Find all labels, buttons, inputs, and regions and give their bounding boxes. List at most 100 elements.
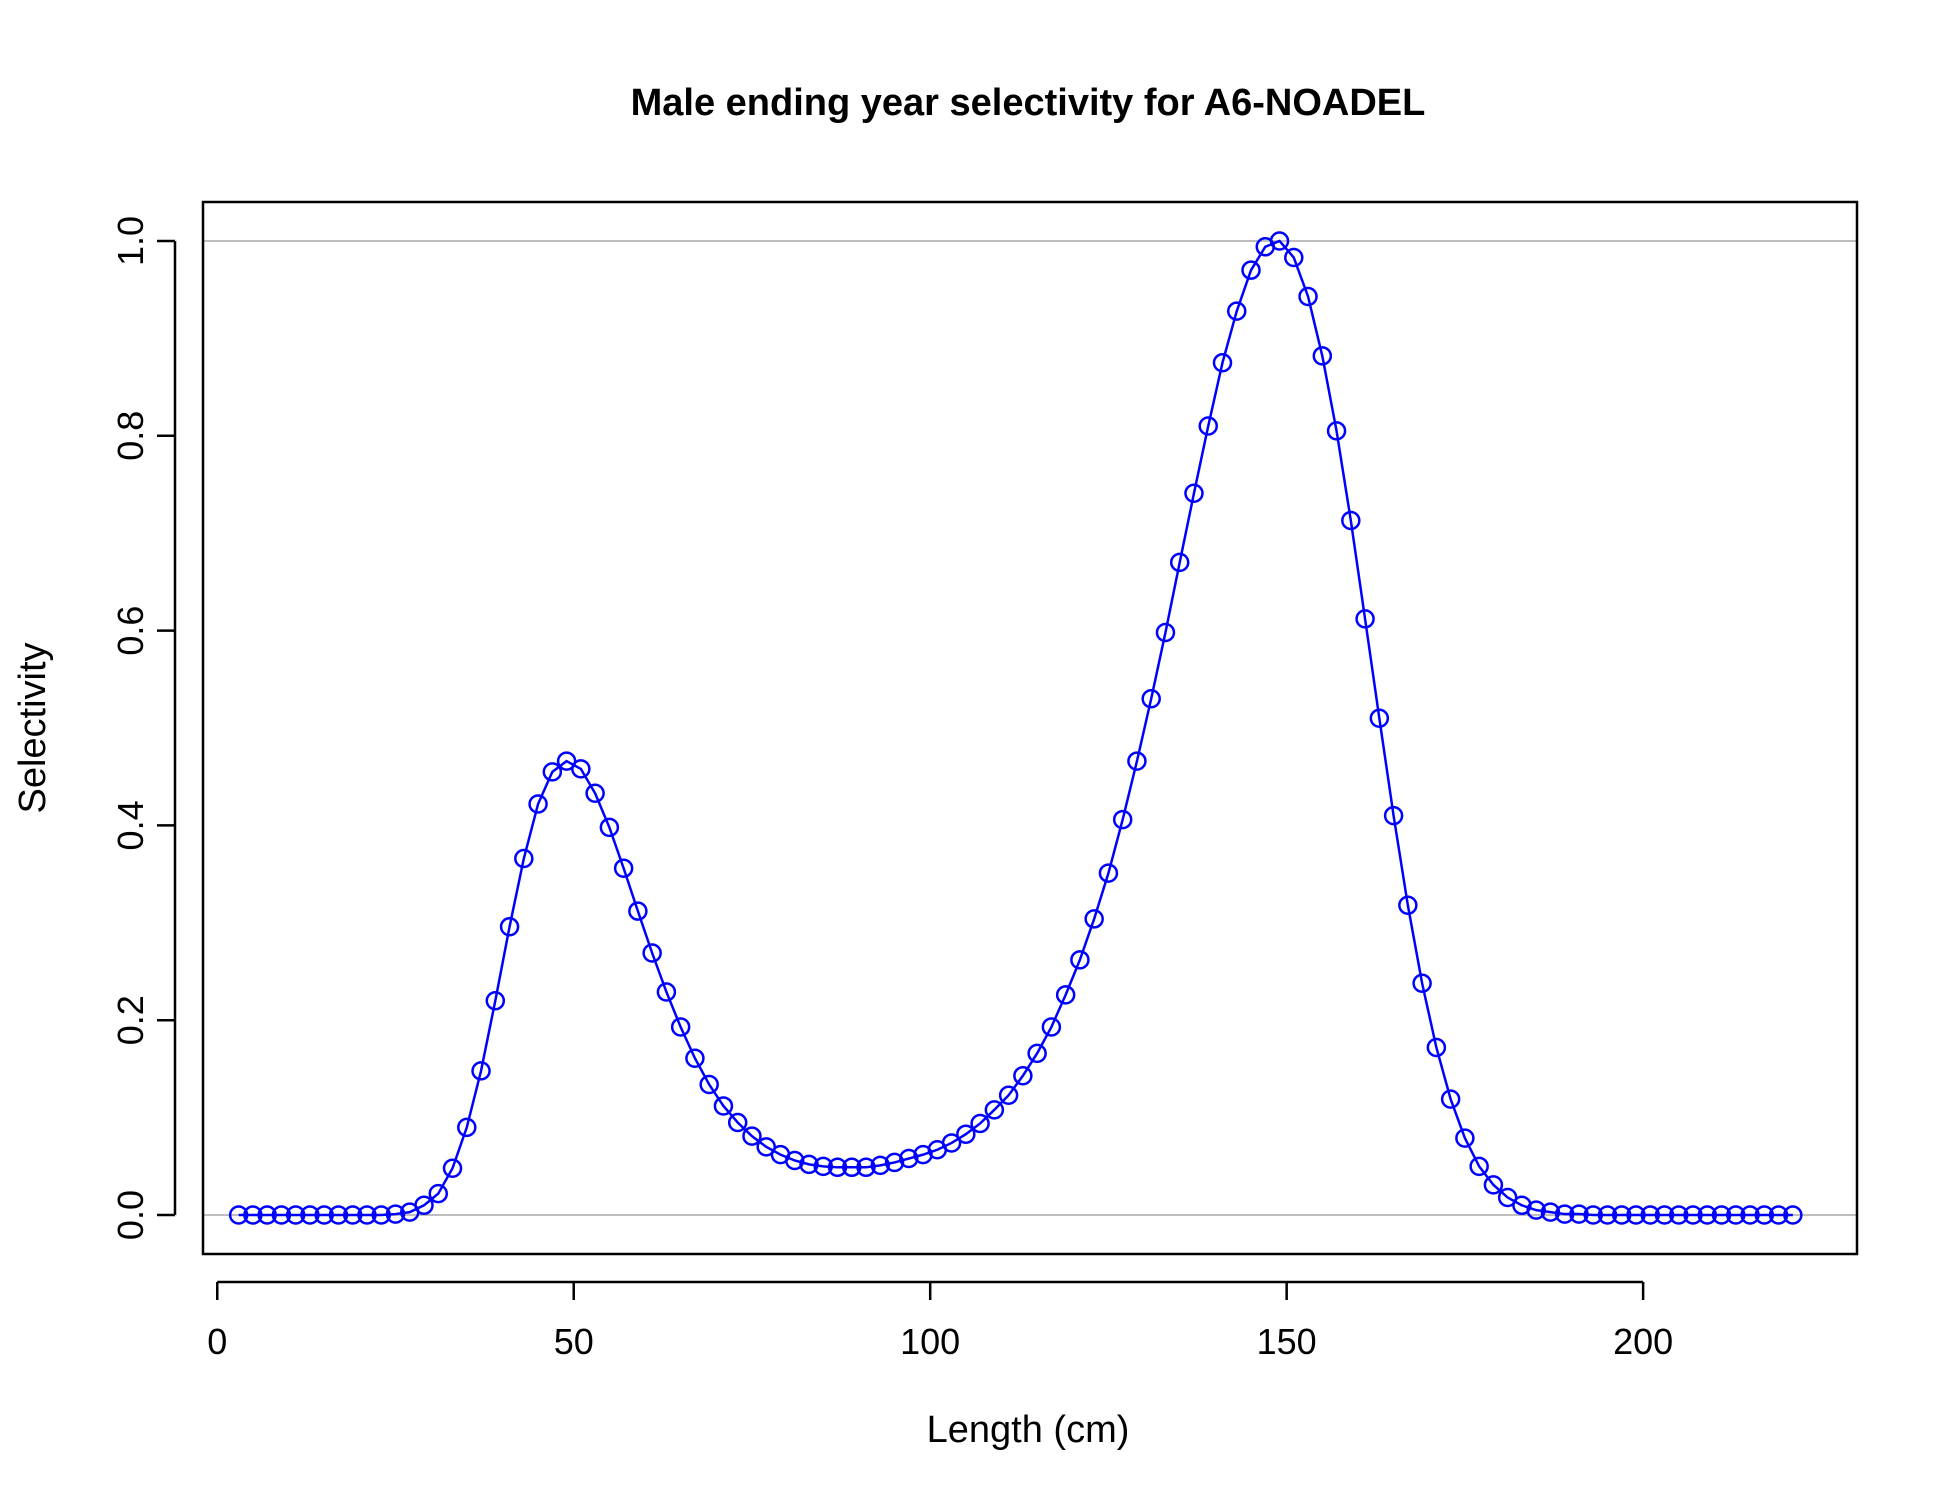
data-point — [599, 817, 620, 838]
data-point — [727, 1112, 748, 1133]
data-point — [471, 1061, 491, 1081]
data-point — [1084, 909, 1104, 929]
data-point — [228, 1205, 249, 1225]
data-point — [1640, 1205, 1660, 1225]
data-point — [1312, 346, 1333, 366]
data-point — [799, 1154, 819, 1175]
data-point — [1726, 1205, 1746, 1225]
data-point — [571, 759, 591, 779]
data-point — [285, 1205, 306, 1225]
data-point — [514, 848, 534, 869]
series-line-0 — [238, 239, 1793, 1217]
data-point — [685, 1048, 705, 1068]
data-point — [1326, 421, 1347, 441]
y-tick-label: 0.6 — [110, 606, 151, 656]
data-point — [542, 762, 563, 782]
data-point — [1583, 1205, 1603, 1225]
y-axis-label: Selectivity — [12, 642, 54, 813]
data-point — [1355, 609, 1375, 629]
data-point — [442, 1158, 463, 1179]
data-point — [1754, 1205, 1775, 1225]
data-point — [856, 1157, 876, 1178]
data-point — [1155, 622, 1176, 643]
y-tick-label: 1.0 — [110, 216, 151, 266]
data-point — [528, 794, 548, 814]
data-point — [670, 1017, 691, 1037]
data-point — [243, 1205, 263, 1225]
data-point — [1455, 1128, 1475, 1148]
x-tick-label: 50 — [554, 1321, 594, 1362]
data-point — [899, 1148, 919, 1169]
data-point — [1383, 805, 1404, 826]
data-point — [1412, 973, 1432, 993]
data-point — [328, 1205, 349, 1225]
data-point — [257, 1205, 277, 1225]
data-point — [1654, 1205, 1675, 1225]
data-point — [1341, 510, 1361, 531]
data-point — [956, 1124, 976, 1144]
data-point — [1284, 247, 1304, 268]
data-point — [1141, 689, 1161, 709]
data-point — [1526, 1200, 1546, 1220]
data-point — [1483, 1175, 1504, 1195]
plot-area: 0 50 100 150 200 0.0 0.2 0.4 0.6 0.8 1.0 — [110, 200, 1859, 1362]
data-point — [842, 1157, 862, 1178]
data-point — [613, 858, 634, 879]
data-point — [342, 1205, 363, 1225]
data-point — [1398, 895, 1418, 916]
data-point — [357, 1205, 377, 1225]
data-point — [941, 1133, 962, 1153]
plot-frame — [201, 200, 1859, 1256]
data-point — [1127, 751, 1147, 771]
data-point — [1540, 1202, 1561, 1222]
data-point — [1740, 1205, 1760, 1225]
data-point — [1611, 1205, 1632, 1225]
data-point — [642, 943, 662, 963]
data-point — [998, 1085, 1019, 1105]
data-point — [1626, 1205, 1646, 1225]
data-point — [1298, 286, 1318, 307]
data-point — [1241, 260, 1261, 280]
y-tick-label: 0.8 — [110, 411, 151, 461]
data-point — [1369, 708, 1390, 729]
data-point — [713, 1096, 734, 1116]
data-point — [1783, 1205, 1803, 1225]
data-point — [428, 1183, 449, 1204]
x-tick-label: 100 — [900, 1321, 960, 1362]
data-point — [1055, 985, 1076, 1005]
data-point — [1697, 1205, 1718, 1225]
data-point — [1597, 1205, 1618, 1225]
x-tick-label: 200 — [1613, 1321, 1673, 1362]
y-tick-label: 0.2 — [110, 995, 151, 1045]
data-point — [1554, 1204, 1575, 1224]
data-point — [984, 1100, 1005, 1120]
data-point — [1426, 1037, 1447, 1058]
data-point — [1768, 1205, 1789, 1225]
data-point — [699, 1074, 719, 1095]
data-point — [1440, 1089, 1461, 1109]
y-tick-label: 0.0 — [110, 1190, 151, 1240]
data-point — [1683, 1205, 1703, 1225]
data-point — [970, 1113, 990, 1134]
data-point — [1041, 1017, 1062, 1037]
data-point — [1013, 1065, 1033, 1086]
series-markers-0 — [228, 231, 1803, 1225]
data-point — [1269, 231, 1290, 251]
data-point — [1198, 416, 1218, 436]
data-point — [414, 1195, 434, 1216]
data-point — [1212, 352, 1233, 373]
data-point — [1569, 1204, 1589, 1224]
x-tick-label: 150 — [1257, 1321, 1317, 1362]
chart-title: Male ending year selectivity for A6-NOAD… — [631, 82, 1426, 124]
data-point — [271, 1205, 292, 1225]
data-point — [1027, 1043, 1047, 1064]
data-point — [1669, 1205, 1689, 1225]
data-point — [385, 1204, 406, 1224]
data-point — [300, 1205, 320, 1225]
data-point — [1711, 1205, 1732, 1225]
data-point — [485, 990, 506, 1011]
y-tick-label: 0.4 — [110, 800, 151, 850]
data-point — [1112, 809, 1133, 830]
